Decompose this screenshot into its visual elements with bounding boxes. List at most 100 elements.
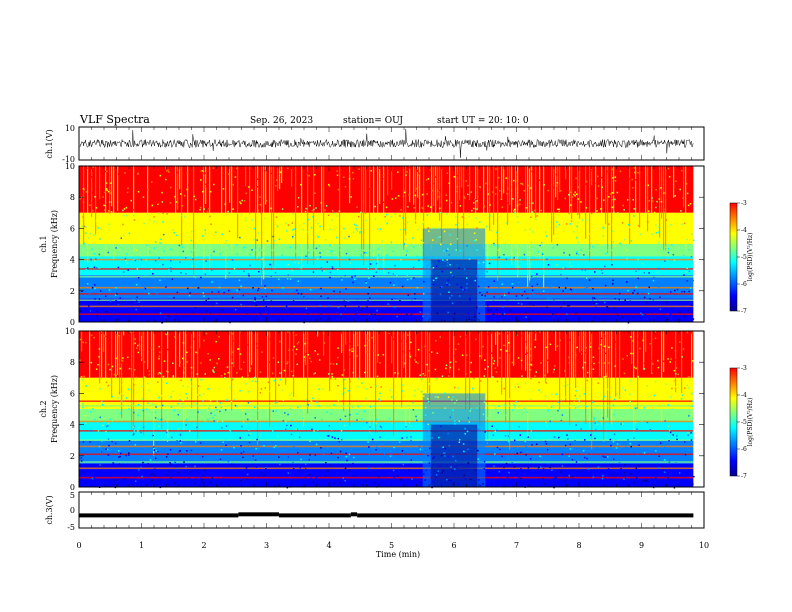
- spectrogram-cell: [105, 425, 108, 428]
- spectrogram-cell: [445, 199, 448, 202]
- spectrogram-cell: [628, 434, 630, 437]
- time-tick-label: 8: [576, 541, 581, 550]
- spectrogram-streak: [401, 331, 403, 408]
- spectrogram-cell: [489, 473, 491, 475]
- spectrogram-cell: [611, 192, 613, 194]
- spectrogram-cell: [577, 316, 579, 318]
- spectrogram-cell: [154, 417, 157, 419]
- spectrogram-cell: [331, 219, 333, 221]
- spectrogram-cell: [569, 405, 571, 408]
- spectrogram-cell: [501, 283, 503, 285]
- spectrogram-cell: [113, 317, 116, 320]
- spectrogram-cell: [266, 240, 269, 242]
- spectrogram-cell: [336, 215, 339, 217]
- spectrogram-cell: [228, 173, 230, 175]
- spectrogram-cell: [406, 340, 408, 343]
- spectrogram-cell: [446, 282, 448, 284]
- spectrogram-cell: [688, 249, 691, 251]
- spectrogram-cell: [465, 287, 468, 289]
- spectrogram-cell: [194, 307, 197, 309]
- spectrogram-cell: [631, 178, 634, 181]
- spectrogram-streak: [493, 166, 495, 225]
- spectrogram-streak: [313, 166, 315, 266]
- spectrogram-cell: [204, 373, 206, 375]
- spectrogram-cell: [380, 317, 383, 320]
- spectrogram-cell: [295, 428, 298, 430]
- spectrogram-cell: [326, 435, 329, 437]
- spectrogram-cell: [478, 479, 480, 481]
- spectrogram-streak: [527, 166, 529, 287]
- spectrogram-cell: [417, 348, 420, 351]
- spectrogram-cell: [357, 405, 359, 408]
- spectrogram-streak: [103, 331, 105, 353]
- spectrogram-cell: [597, 466, 600, 468]
- spectrogram-cell: [221, 233, 224, 235]
- spectrogram-cell: [309, 288, 312, 291]
- spectrogram-cell: [409, 357, 411, 360]
- spectrogram-cell: [186, 397, 188, 399]
- colorbar-tick-label: -4: [741, 392, 747, 399]
- spectrogram-cell: [309, 357, 311, 360]
- spectrogram-streak: [477, 166, 479, 211]
- spectrogram-cell: [177, 227, 180, 229]
- spectrogram-cell: [287, 415, 289, 418]
- spectrogram-cell: [452, 201, 454, 203]
- spectrogram-cell: [630, 352, 632, 355]
- spectrogram-cell: [158, 425, 160, 427]
- spectrogram-cell: [190, 371, 193, 374]
- spectrogram-streak: [249, 331, 251, 373]
- spectrogram-cell: [668, 176, 671, 178]
- spectrogram-cell: [597, 382, 599, 384]
- spectrogram-cell: [178, 450, 181, 453]
- spectrogram-cell: [532, 202, 534, 204]
- spectrogram-cell: [207, 310, 210, 312]
- spectrogram-cell: [633, 167, 636, 169]
- spectrogram-cell: [441, 270, 444, 273]
- spectrogram-cell: [569, 248, 572, 250]
- spectrogram-cell: [441, 375, 444, 377]
- spectrogram-cell: [104, 335, 106, 337]
- spectrogram-cell: [525, 454, 527, 456]
- spectrogram-cell: [672, 254, 675, 256]
- spectrogram-cell: [506, 476, 509, 479]
- spectrogram-cell: [423, 292, 425, 295]
- spectrogram-cell: [469, 410, 471, 412]
- spectrogram-cell: [555, 226, 557, 228]
- spectrogram-cell: [201, 478, 203, 481]
- spectrogram-cell: [436, 377, 438, 380]
- spectrogram-cell: [448, 283, 451, 286]
- spectrogram-cell: [179, 433, 182, 436]
- spectrogram-cell: [369, 426, 371, 428]
- spectrogram-cell: [158, 334, 160, 336]
- spectrogram-cell: [551, 469, 553, 471]
- spectrogram-cell: [389, 455, 392, 457]
- spectrogram-cell: [378, 398, 380, 400]
- spectrogram-cell: [112, 483, 115, 486]
- spectrogram-cell: [317, 236, 320, 238]
- spectrogram-cell: [530, 242, 533, 244]
- spectrogram-cell: [402, 429, 405, 432]
- spectrogram-cell: [307, 312, 309, 315]
- spectrogram-cell: [140, 258, 142, 261]
- spectrogram-cell: [643, 304, 646, 306]
- spectrogram-cell: [323, 248, 326, 250]
- spectrogram-cell: [140, 356, 142, 359]
- spectrogram-cell: [329, 228, 331, 230]
- spectrogram-cell: [427, 193, 429, 196]
- spectrogram-cell: [643, 223, 645, 226]
- spectrogram-cell: [505, 350, 507, 352]
- spectrogram-streak: [531, 331, 533, 362]
- spectrogram-cell: [283, 167, 286, 169]
- spectrogram-cell: [632, 478, 635, 480]
- spectrogram-cell: [635, 437, 637, 439]
- spectrogram-cell: [463, 474, 465, 477]
- spectrogram-cell: [374, 314, 376, 316]
- spectrogram-cell: [219, 253, 221, 255]
- spectrogram-cell: [387, 265, 389, 267]
- spectrogram-cell: [165, 286, 167, 288]
- spectrogram-cell: [497, 458, 500, 460]
- spectrogram-cell: [300, 208, 303, 210]
- spectrogram-cell: [288, 349, 290, 351]
- spectrogram-cell: [135, 480, 137, 482]
